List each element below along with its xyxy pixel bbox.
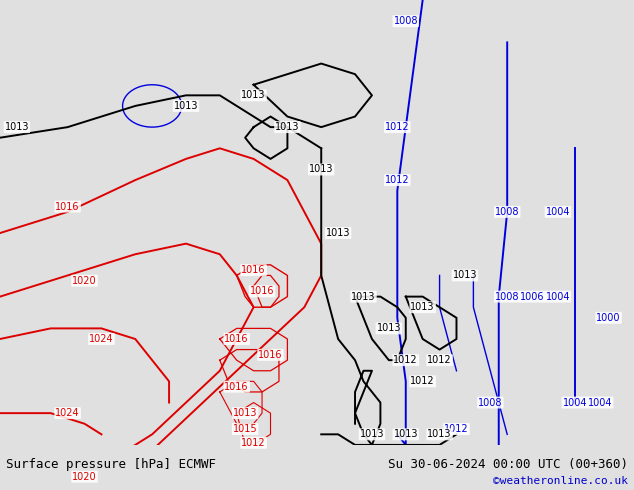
Text: 1013: 1013 bbox=[242, 90, 266, 100]
Text: 1000: 1000 bbox=[597, 313, 621, 323]
Text: 1013: 1013 bbox=[377, 323, 401, 333]
Text: 1013: 1013 bbox=[394, 429, 418, 440]
Text: 1024: 1024 bbox=[55, 408, 80, 418]
Text: Surface pressure [hPa] ECMWF: Surface pressure [hPa] ECMWF bbox=[6, 459, 216, 471]
Text: 1012: 1012 bbox=[385, 122, 410, 132]
Text: 1012: 1012 bbox=[394, 355, 418, 365]
Text: 1004: 1004 bbox=[546, 207, 570, 217]
Text: 1016: 1016 bbox=[258, 350, 283, 360]
Text: 1012: 1012 bbox=[444, 424, 469, 434]
Text: 1008: 1008 bbox=[495, 292, 519, 302]
Text: 1012: 1012 bbox=[242, 438, 266, 448]
Text: 1016: 1016 bbox=[55, 201, 80, 212]
Text: 1013: 1013 bbox=[275, 122, 300, 132]
Text: ©weatheronline.co.uk: ©weatheronline.co.uk bbox=[493, 476, 628, 487]
Text: 1013: 1013 bbox=[359, 429, 384, 440]
Text: 1013: 1013 bbox=[326, 228, 351, 238]
Text: 1016: 1016 bbox=[242, 265, 266, 275]
Text: 1013: 1013 bbox=[453, 270, 477, 280]
Text: 1008: 1008 bbox=[495, 207, 519, 217]
Text: Su 30-06-2024 00:00 UTC (00+360): Su 30-06-2024 00:00 UTC (00+360) bbox=[387, 459, 628, 471]
Text: 1004: 1004 bbox=[588, 397, 612, 408]
Text: 1004: 1004 bbox=[546, 292, 570, 302]
Text: 1013: 1013 bbox=[427, 429, 452, 440]
Text: 1008: 1008 bbox=[394, 16, 418, 26]
Text: 1024: 1024 bbox=[89, 334, 113, 344]
Text: 1015: 1015 bbox=[233, 424, 257, 434]
Text: 1012: 1012 bbox=[410, 376, 435, 386]
Text: 1013: 1013 bbox=[410, 302, 435, 312]
Text: 1012: 1012 bbox=[385, 175, 410, 185]
Text: 1016: 1016 bbox=[224, 382, 249, 392]
Text: 1013: 1013 bbox=[351, 292, 376, 302]
Text: 1013: 1013 bbox=[174, 101, 198, 111]
Text: 1008: 1008 bbox=[478, 397, 503, 408]
Text: 1013: 1013 bbox=[4, 122, 29, 132]
Text: 1004: 1004 bbox=[562, 397, 587, 408]
Text: 1020: 1020 bbox=[72, 472, 97, 482]
Text: 1016: 1016 bbox=[250, 286, 275, 296]
Text: 1006: 1006 bbox=[521, 292, 545, 302]
Text: 1013: 1013 bbox=[233, 408, 257, 418]
Text: 1013: 1013 bbox=[309, 165, 333, 174]
Text: 1016: 1016 bbox=[224, 334, 249, 344]
Text: 1020: 1020 bbox=[72, 276, 97, 286]
Text: 1012: 1012 bbox=[427, 355, 452, 365]
